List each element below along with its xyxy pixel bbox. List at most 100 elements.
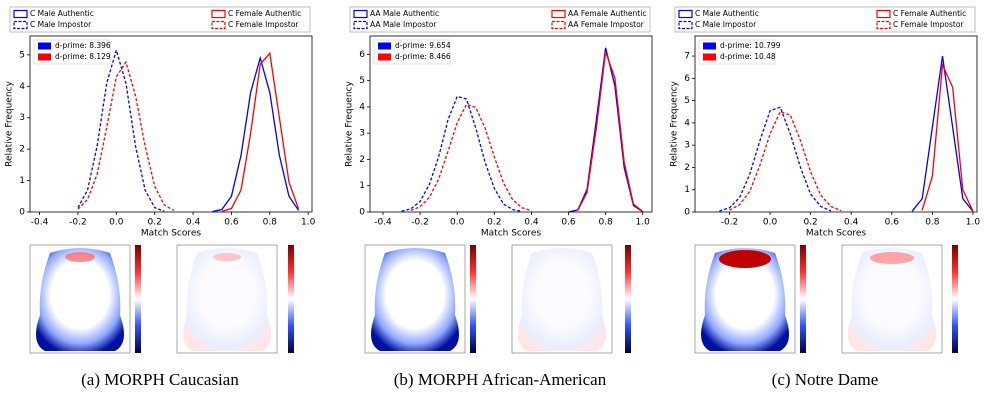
legend-icon xyxy=(678,9,693,19)
y-tick-label: 4 xyxy=(359,102,365,112)
distribution-line xyxy=(410,103,532,212)
legend-icon xyxy=(876,9,891,19)
distribution-line xyxy=(921,62,974,212)
legend-label: C Female Authentic xyxy=(893,9,966,18)
x-tick-label: -0.2 xyxy=(69,218,87,228)
heatmap xyxy=(841,244,943,354)
legend-label: C Female Impostor xyxy=(893,20,964,29)
legend-label: C Male Authentic xyxy=(695,9,759,18)
x-tick-label: 0.4 xyxy=(524,218,539,228)
x-tick-label: 0.2 xyxy=(487,218,501,228)
annotation-swatch xyxy=(38,53,51,61)
legend-icon xyxy=(211,20,226,30)
y-axis-label: Relative Frequency xyxy=(5,81,15,167)
y-tick-label: 5 xyxy=(684,96,690,106)
y-tick-label: 3 xyxy=(684,141,690,151)
colorbar xyxy=(952,245,958,353)
y-tick-label: 4 xyxy=(684,118,690,128)
distribution-line xyxy=(401,95,523,213)
distribution-line xyxy=(568,47,644,213)
caption: (a) MORPH Caucasian xyxy=(81,370,239,389)
x-tick-label: 0.4 xyxy=(844,218,859,228)
plot-frame xyxy=(369,35,653,213)
x-tick-label: -0.2 xyxy=(411,218,429,228)
legend-label: C Male Impostor xyxy=(30,20,92,29)
colorbar xyxy=(288,245,294,353)
x-tick-label: 0.0 xyxy=(450,218,465,228)
y-tick-label: 3 xyxy=(19,113,25,123)
y-tick-label: 1 xyxy=(684,185,690,195)
distribution-line xyxy=(729,110,842,212)
x-tick-label: -0.4 xyxy=(31,218,49,228)
heatmap xyxy=(176,244,278,354)
y-axis-label: Relative Frequency xyxy=(345,81,355,167)
caption: (c) Notre Dame xyxy=(772,370,879,389)
legend-label: AA Male Authentic xyxy=(370,9,439,18)
legend-label: AA Female Authentic xyxy=(568,9,646,18)
y-tick-label: 2 xyxy=(359,155,365,165)
distribution-line xyxy=(77,47,165,212)
x-tick-label: -0.4 xyxy=(374,218,392,228)
y-tick-label: 0 xyxy=(359,208,365,218)
legend-box xyxy=(349,6,651,33)
x-tick-label: 1.0 xyxy=(966,218,981,228)
distribution-line xyxy=(719,106,832,212)
y-tick-label: 5 xyxy=(359,76,365,86)
x-tick-label: -0.2 xyxy=(721,218,739,228)
colorbar xyxy=(625,245,631,353)
y-axis-label: Relative Frequency xyxy=(670,81,680,167)
y-tick-label: 4 xyxy=(19,82,25,92)
plot-frame xyxy=(29,35,313,213)
distribution-line xyxy=(911,55,974,212)
x-tick-label: 0.2 xyxy=(803,218,817,228)
x-tick-label: 1.0 xyxy=(636,218,651,228)
legend-label: C Female Authentic xyxy=(228,9,301,18)
x-tick-label: 0.6 xyxy=(885,218,900,228)
y-tick-label: 6 xyxy=(684,74,690,84)
heatmap xyxy=(694,244,796,354)
y-tick-label: 7 xyxy=(684,52,690,62)
x-axis-label: Match Scores xyxy=(141,229,202,239)
colorbar xyxy=(470,245,476,353)
y-tick-label: 2 xyxy=(19,145,25,155)
legend-label: C Female Impostor xyxy=(228,20,299,29)
legend-icon xyxy=(353,20,368,30)
annotation-text: d-prime: 8.466 xyxy=(395,52,451,61)
colorbar xyxy=(800,245,806,353)
plot-frame xyxy=(694,35,978,213)
x-tick-label: 0.4 xyxy=(186,218,201,228)
heatmaps xyxy=(29,244,958,354)
x-axis-label: Match Scores xyxy=(806,229,867,239)
annotation-swatch xyxy=(703,53,716,61)
x-tick-label: 0.6 xyxy=(561,218,576,228)
y-tick-label: 2 xyxy=(684,163,690,173)
caption: (b) MORPH African-American xyxy=(394,370,607,389)
annotation-text: d-prime: 10.799 xyxy=(720,41,781,50)
legend-box xyxy=(674,6,976,33)
y-tick-label: 1 xyxy=(359,181,365,191)
legend-icon xyxy=(551,9,566,19)
annotation-swatch xyxy=(378,53,391,61)
legend-icon xyxy=(13,20,28,30)
y-tick-label: 3 xyxy=(359,129,365,139)
distribution-line xyxy=(212,55,300,213)
x-tick-label: 0.8 xyxy=(925,218,940,228)
annotation-text: d-prime: 8.129 xyxy=(55,52,111,61)
legend-label: C Male Impostor xyxy=(695,20,757,29)
legend-icon xyxy=(13,9,28,19)
x-tick-label: 0.0 xyxy=(763,218,778,228)
legend-icon xyxy=(678,20,693,30)
annotation-swatch xyxy=(38,42,51,50)
annotation-swatch xyxy=(378,42,391,50)
x-tick-label: 0.8 xyxy=(598,218,613,228)
legend-label: C Male Authentic xyxy=(30,9,94,18)
legend-icon xyxy=(551,20,566,30)
x-tick-label: 0.6 xyxy=(224,218,239,228)
x-tick-label: 0.0 xyxy=(109,218,124,228)
y-tick-label: 6 xyxy=(359,50,365,60)
legend-box xyxy=(9,6,311,33)
y-tick-label: 0 xyxy=(684,208,690,218)
legend-label: AA Male Impostor xyxy=(370,20,437,29)
annotation-text: d-prime: 10.48 xyxy=(720,52,776,61)
